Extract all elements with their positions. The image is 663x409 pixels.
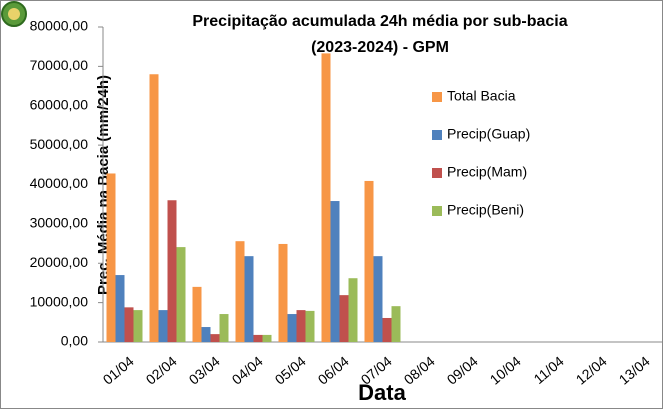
bar	[210, 334, 220, 342]
bar	[149, 74, 159, 342]
y-tick-label: 30000,00	[30, 215, 89, 231]
bar	[235, 241, 245, 342]
chart-title: Precipitação acumulada 24h média por sub…	[192, 13, 567, 30]
y-tick-label: 0,00	[61, 333, 88, 349]
bar	[201, 327, 211, 342]
bar	[287, 314, 297, 342]
bar	[391, 306, 401, 342]
legend-label: Precip(Beni)	[447, 202, 524, 218]
bar	[330, 201, 340, 342]
legend-swatch	[432, 92, 442, 102]
legend-swatch	[432, 130, 442, 140]
bar	[339, 295, 349, 342]
bar	[348, 278, 358, 342]
y-tick-label: 70000,00	[30, 57, 89, 73]
bar	[382, 317, 392, 342]
bar	[219, 314, 229, 342]
bar	[133, 310, 143, 342]
legend-label: Precip(Guap)	[447, 126, 530, 142]
bar	[262, 334, 272, 342]
bar	[158, 310, 168, 342]
bar	[115, 275, 125, 342]
legend-swatch	[432, 206, 442, 216]
bar	[244, 256, 254, 342]
bar	[364, 180, 374, 342]
bar	[124, 307, 134, 342]
bar	[253, 334, 263, 342]
bar	[305, 310, 315, 342]
bar	[106, 173, 116, 342]
logo	[8, 8, 20, 20]
legend-label: Precip(Mam)	[447, 164, 527, 180]
y-tick-label: 40000,00	[30, 175, 89, 191]
legend-swatch	[432, 168, 442, 178]
y-tick-label: 80000,00	[30, 18, 89, 34]
y-tick-label: 20000,00	[30, 254, 89, 270]
legend-label: Total Bacia	[447, 88, 516, 104]
bar	[192, 286, 202, 342]
y-tick-label: 60000,00	[30, 96, 89, 112]
bar	[321, 53, 331, 342]
x-axis-label: Data	[358, 380, 406, 405]
y-tick-label: 10000,00	[30, 293, 89, 309]
chart-title: (2023-2024) - GPM	[311, 39, 449, 56]
bar	[373, 256, 383, 342]
bar	[167, 200, 177, 342]
bar	[296, 310, 306, 342]
bar	[176, 247, 186, 342]
bar	[278, 243, 288, 342]
y-tick-label: 50000,00	[30, 136, 89, 152]
